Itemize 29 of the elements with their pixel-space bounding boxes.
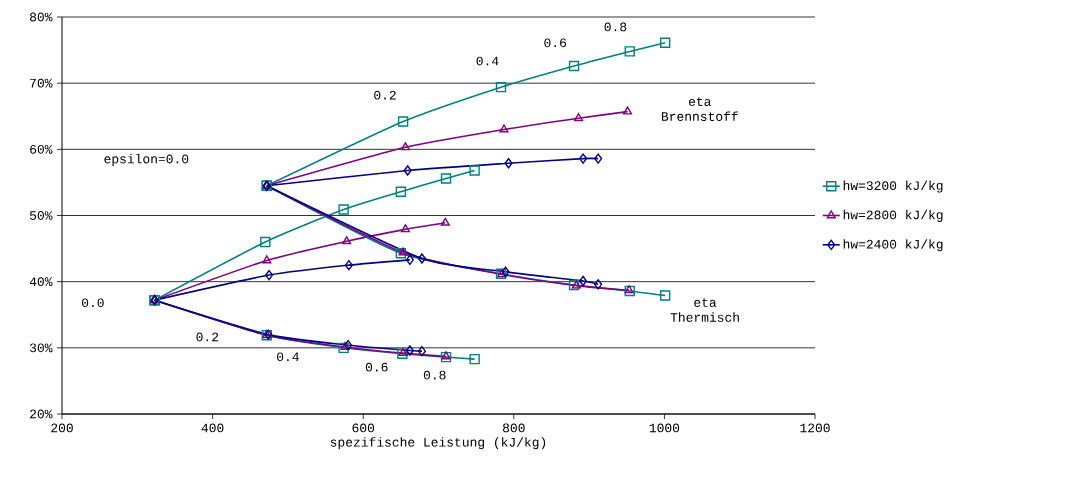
y-tick-label: 80%	[30, 12, 53, 22]
legend-label: hw=3200 kJ/kg	[843, 180, 943, 193]
annotation: eta Brennstoff	[661, 97, 738, 121]
x-tick-label: 200	[51, 423, 73, 433]
annotation: 0.0	[82, 298, 104, 308]
y-tick-label: 40%	[29, 277, 53, 287]
y-tick-label: 70%	[30, 78, 53, 88]
y-tick-label: 20%	[30, 409, 53, 419]
x-tick-label: 600	[352, 423, 375, 433]
y-tick-label: 30%	[29, 343, 53, 353]
x-tick-label: 1200	[800, 423, 830, 433]
annotation: 0.6	[544, 38, 567, 48]
x-axis-title: spezifische Leistung (kJ/kg)	[330, 437, 546, 450]
x-tick-label: 400	[201, 423, 224, 433]
annotation: 0.2	[196, 332, 219, 342]
annotation: 0.8	[423, 370, 446, 380]
legend-label: hw=2400 kJ/kg	[843, 239, 943, 252]
annotation: 0.4	[277, 352, 299, 362]
annotation: 0.6	[365, 362, 388, 372]
x-tick-label: 800	[502, 423, 525, 433]
legend-label: hw=2800 kJ/kg	[843, 209, 943, 222]
annotation: epsilon=0.0	[104, 153, 189, 166]
annotation: 0.2	[374, 90, 396, 100]
annotation: 0.4	[476, 56, 499, 66]
x-tick-label: 1000	[649, 423, 680, 433]
y-tick-label: 60%	[30, 144, 53, 154]
annotation: eta Thermisch	[670, 298, 739, 322]
annotation: 0.8	[604, 22, 627, 32]
y-tick-label: 50%	[29, 211, 53, 220]
